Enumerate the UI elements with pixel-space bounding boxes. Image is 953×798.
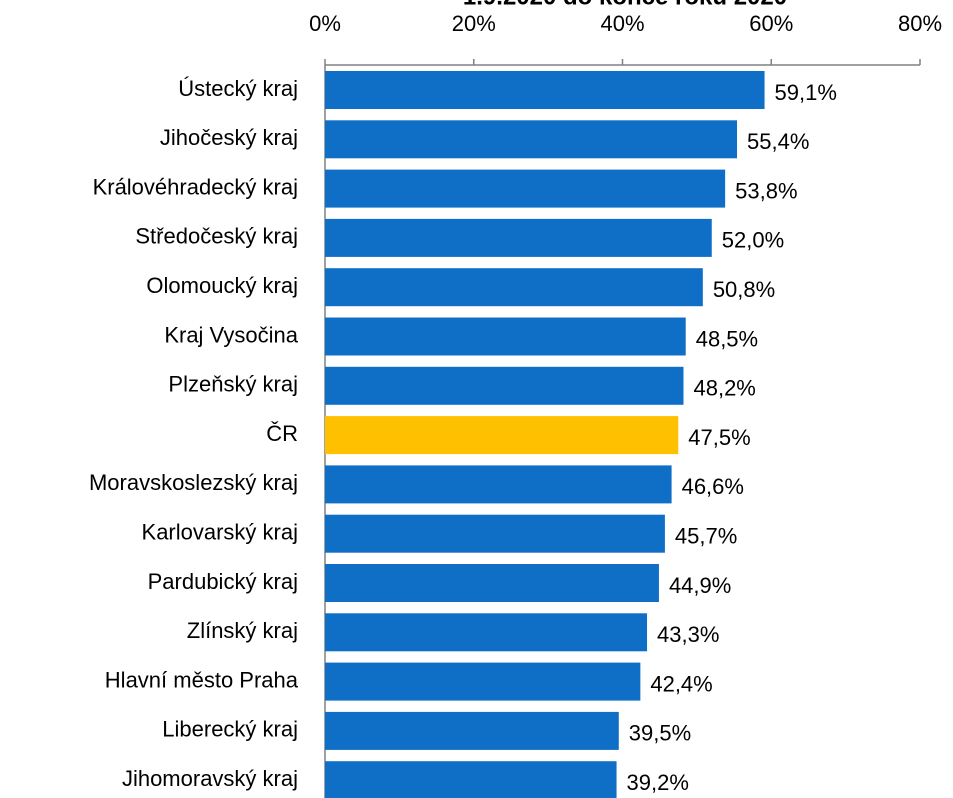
data-label: 53,8% xyxy=(735,178,797,203)
data-label: 59,1% xyxy=(775,80,837,105)
data-label: 42,4% xyxy=(650,671,712,696)
y-tick-label: Hlavní město Praha xyxy=(105,667,299,692)
x-tick-label: 20% xyxy=(452,11,496,36)
data-label: 55,4% xyxy=(747,129,809,154)
data-label: 46,6% xyxy=(682,474,744,499)
bar xyxy=(325,317,686,356)
bar xyxy=(325,465,672,504)
x-tick-label: 40% xyxy=(600,11,644,36)
y-tick-label: ČR xyxy=(266,421,298,446)
y-tick-label: Ústecký kraj xyxy=(178,76,298,101)
bar xyxy=(325,662,641,701)
y-tick-label: Liberecký kraj xyxy=(162,717,298,742)
bar xyxy=(325,366,684,405)
y-tick-label: Pardubický kraj xyxy=(148,569,298,594)
y-tick-label: Zlínský kraj xyxy=(187,618,298,643)
y-tick-label: Jihomoravský kraj xyxy=(122,766,298,791)
x-tick-label: 0% xyxy=(309,11,341,36)
data-label: 47,5% xyxy=(688,425,750,450)
x-tick-label: 80% xyxy=(898,11,942,36)
bar xyxy=(325,218,712,257)
bar xyxy=(325,711,619,750)
data-label: 43,3% xyxy=(657,622,719,647)
data-label: 52,0% xyxy=(722,228,784,253)
y-tick-label: Jihočeský kraj xyxy=(160,125,298,150)
data-label: 48,2% xyxy=(693,376,755,401)
bar xyxy=(325,120,738,159)
y-tick-label: Středočeský kraj xyxy=(135,224,298,249)
bar xyxy=(325,268,703,307)
data-label: 39,5% xyxy=(629,721,691,746)
bar xyxy=(325,613,648,652)
y-tick-label: Plzeňský kraj xyxy=(168,372,298,397)
bar xyxy=(325,564,659,602)
y-tick-label: Karlovarský kraj xyxy=(142,520,298,545)
bar xyxy=(325,514,665,553)
bar xyxy=(325,416,679,455)
bar xyxy=(325,761,617,798)
data-label: 45,7% xyxy=(675,524,737,549)
y-tick-label: Olomoucký kraj xyxy=(146,273,298,298)
bar xyxy=(325,71,765,109)
y-tick-label: Kraj Vysočina xyxy=(164,322,298,347)
bar xyxy=(325,169,726,208)
x-tick-label: 60% xyxy=(749,11,793,36)
data-label: 44,9% xyxy=(669,573,731,598)
chart-title: 1.9.2020 do konce roku 2020 xyxy=(463,0,787,10)
y-tick-label: Královéhradecký kraj xyxy=(93,174,298,199)
data-label: 50,8% xyxy=(713,277,775,302)
y-tick-label: Moravskoslezský kraj xyxy=(89,470,298,495)
data-label: 39,2% xyxy=(627,770,689,795)
data-label: 48,5% xyxy=(696,326,758,351)
